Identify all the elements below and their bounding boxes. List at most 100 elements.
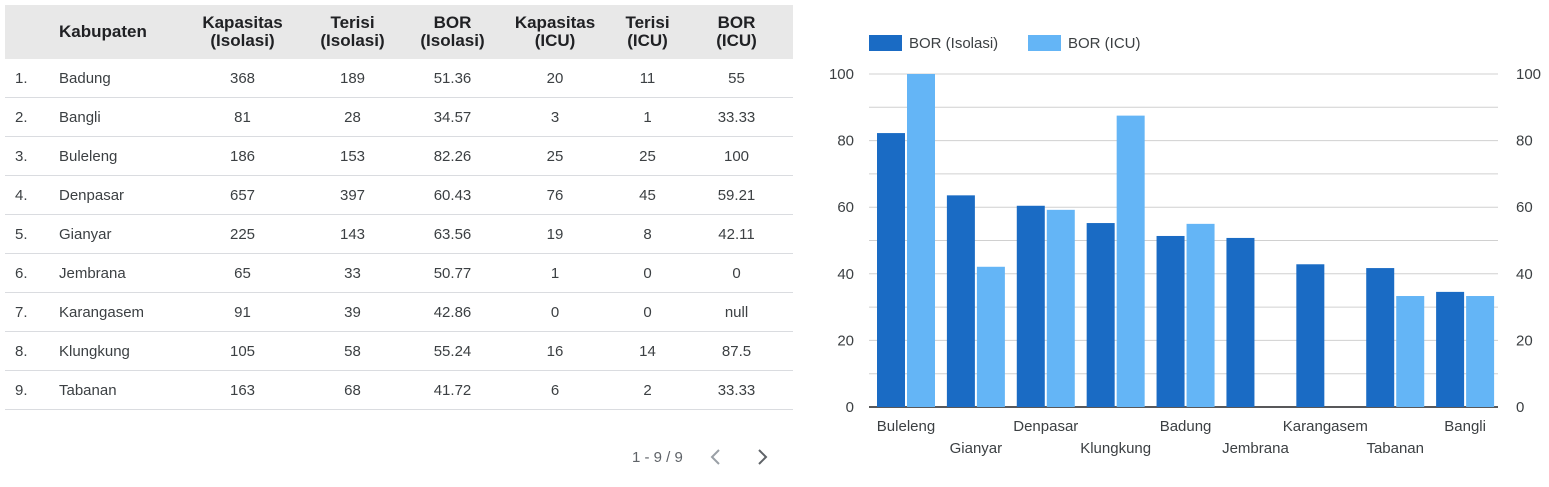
table-cell: 42.11 <box>680 214 793 254</box>
table-cell: Karangasem <box>55 292 190 332</box>
x-tick-label: Denpasar <box>1013 418 1078 435</box>
table-cell: 9. <box>5 370 55 410</box>
y-tick-label-left: 80 <box>837 133 854 150</box>
table-row: 1. Badung 368 189 51.36 20 11 55 <box>5 59 793 98</box>
x-tick-label: Gianyar <box>950 440 1003 457</box>
bar-bor-isolasi[interactable] <box>946 195 975 407</box>
bar-bor-icu[interactable] <box>1186 223 1215 407</box>
previous-page-button[interactable] <box>703 445 729 469</box>
table-cell: Buleleng <box>55 136 190 176</box>
table-cell: 186 <box>190 136 295 176</box>
column-header-text: (ICU) <box>716 31 757 50</box>
table-cell: 3. <box>5 136 55 176</box>
table-cell: 55.24 <box>410 331 495 371</box>
table-cell: Jembrana <box>55 253 190 293</box>
next-page-button[interactable] <box>749 445 775 469</box>
table-row: 6. Jembrana 65 33 50.77 1 0 0 <box>5 253 793 293</box>
pagination-label: 1 - 9 / 9 <box>632 448 683 466</box>
column-header[interactable]: BOR (ICU) <box>680 5 793 59</box>
table-cell: Klungkung <box>55 331 190 371</box>
table-cell: 41.72 <box>410 370 495 410</box>
legend-swatch <box>1028 35 1061 51</box>
table-cell: 8 <box>615 214 680 254</box>
table-cell: 225 <box>190 214 295 254</box>
table-cell: 91 <box>190 292 295 332</box>
table-cell: 60.43 <box>410 175 495 215</box>
bar-bor-icu[interactable] <box>907 74 935 407</box>
bar-bor-icu[interactable] <box>1396 296 1425 407</box>
table-row: 7. Karangasem 91 39 42.86 0 0 null <box>5 292 793 332</box>
y-tick-label-left: 100 <box>829 66 854 83</box>
table-cell: 14 <box>615 331 680 371</box>
column-header-text: BOR <box>433 13 472 32</box>
table-row: 9. Tabanan 163 68 41.72 6 2 33.33 <box>5 370 793 410</box>
bar-bor-isolasi[interactable] <box>1366 268 1395 407</box>
column-header[interactable]: Kapasitas (Isolasi) <box>190 5 295 59</box>
table-cell: null <box>680 292 793 332</box>
y-tick-label-right: 100 <box>1516 66 1541 83</box>
bar-bor-icu[interactable] <box>976 266 1005 407</box>
table-cell: 143 <box>295 214 410 254</box>
bar-bor-icu[interactable] <box>1466 296 1495 407</box>
table-row: 5. Gianyar 225 143 63.56 19 8 42.11 <box>5 214 793 254</box>
y-tick-label-left: 0 <box>846 399 854 416</box>
y-tick-label-left: 60 <box>837 199 854 216</box>
legend-label: BOR (Isolasi) <box>909 35 998 52</box>
x-tick-label: Tabanan <box>1366 440 1424 457</box>
table-cell: 39 <box>295 292 410 332</box>
column-header[interactable]: Kabupaten <box>55 5 190 59</box>
table-body: 1. Badung 368 189 51.36 20 11 55 2. Bangli 81 28 34.… <box>5 59 793 410</box>
column-header[interactable]: BOR (Isolasi) <box>410 5 495 59</box>
bar-bor-isolasi[interactable] <box>1016 205 1045 407</box>
bar-chart-panel: 0 0 20 20 40 40 60 60 80 80 100 100 Buleleng Gianyar D… <box>800 0 1549 482</box>
table-cell: 4. <box>5 175 55 215</box>
x-tick-label: Buleleng <box>877 418 935 435</box>
bar-bor-isolasi[interactable] <box>1156 235 1185 407</box>
table-cell: 28 <box>295 97 410 137</box>
chevron-right-icon <box>758 449 768 465</box>
table-cell: 100 <box>680 136 793 176</box>
table-row: 4. Denpasar 657 397 60.43 76 45 59.21 <box>5 175 793 215</box>
bar-bor-icu[interactable] <box>1046 209 1075 407</box>
bar-bor-isolasi[interactable] <box>1086 223 1115 407</box>
bar-bor-isolasi[interactable] <box>1226 237 1255 407</box>
data-table: Kabupaten Kapasitas (Isolasi) Terisi (Isolas… <box>5 5 793 410</box>
column-header-text: (ICU) <box>534 31 576 50</box>
bar-bor-isolasi[interactable] <box>1436 291 1465 407</box>
legend-label: BOR (ICU) <box>1068 35 1141 52</box>
table-header-row: Kabupaten Kapasitas (Isolasi) Terisi (Isolas… <box>5 5 793 59</box>
table-cell: 1 <box>495 253 615 293</box>
table-cell: 5. <box>5 214 55 254</box>
column-header-text: Kapasitas <box>202 13 283 32</box>
column-header-text: Terisi <box>330 13 375 32</box>
table-cell: 0 <box>495 292 615 332</box>
table-cell: 58 <box>295 331 410 371</box>
table-cell: 189 <box>295 59 410 98</box>
chevron-left-icon <box>710 449 720 465</box>
table-cell: 25 <box>615 136 680 176</box>
table-cell: 33.33 <box>680 97 793 137</box>
table-cell: 81 <box>190 97 295 137</box>
x-tick-label: Jembrana <box>1222 440 1289 457</box>
column-header-text: Kabupaten <box>59 22 147 41</box>
table-row: 2. Bangli 81 28 34.57 3 1 33.33 <box>5 97 793 137</box>
bar-bor-isolasi[interactable] <box>877 133 905 407</box>
column-header[interactable]: Kapasitas (ICU) <box>495 5 615 59</box>
table-cell: 3 <box>495 97 615 137</box>
column-header[interactable]: Terisi (Isolasi) <box>295 5 410 59</box>
table-row: 8. Klungkung 105 58 55.24 16 14 87.5 <box>5 331 793 371</box>
table-cell: 63.56 <box>410 214 495 254</box>
bar-chart: 0 0 20 20 40 40 60 60 80 80 100 100 Buleleng Gianyar D… <box>829 35 1541 457</box>
column-header[interactable] <box>5 5 55 59</box>
bar-bor-isolasi[interactable] <box>1296 264 1325 407</box>
table-cell: 105 <box>190 331 295 371</box>
table-cell: 11 <box>615 59 680 98</box>
table-cell: 33 <box>295 253 410 293</box>
table-cell: 87.5 <box>680 331 793 371</box>
table-row: 3. Buleleng 186 153 82.26 25 25 100 <box>5 136 793 176</box>
x-tick-label: Klungkung <box>1080 440 1151 457</box>
bar-bor-icu[interactable] <box>1116 115 1145 407</box>
column-header[interactable]: Terisi (ICU) <box>615 5 680 59</box>
table-cell: 19 <box>495 214 615 254</box>
y-tick-label-left: 20 <box>837 332 854 349</box>
